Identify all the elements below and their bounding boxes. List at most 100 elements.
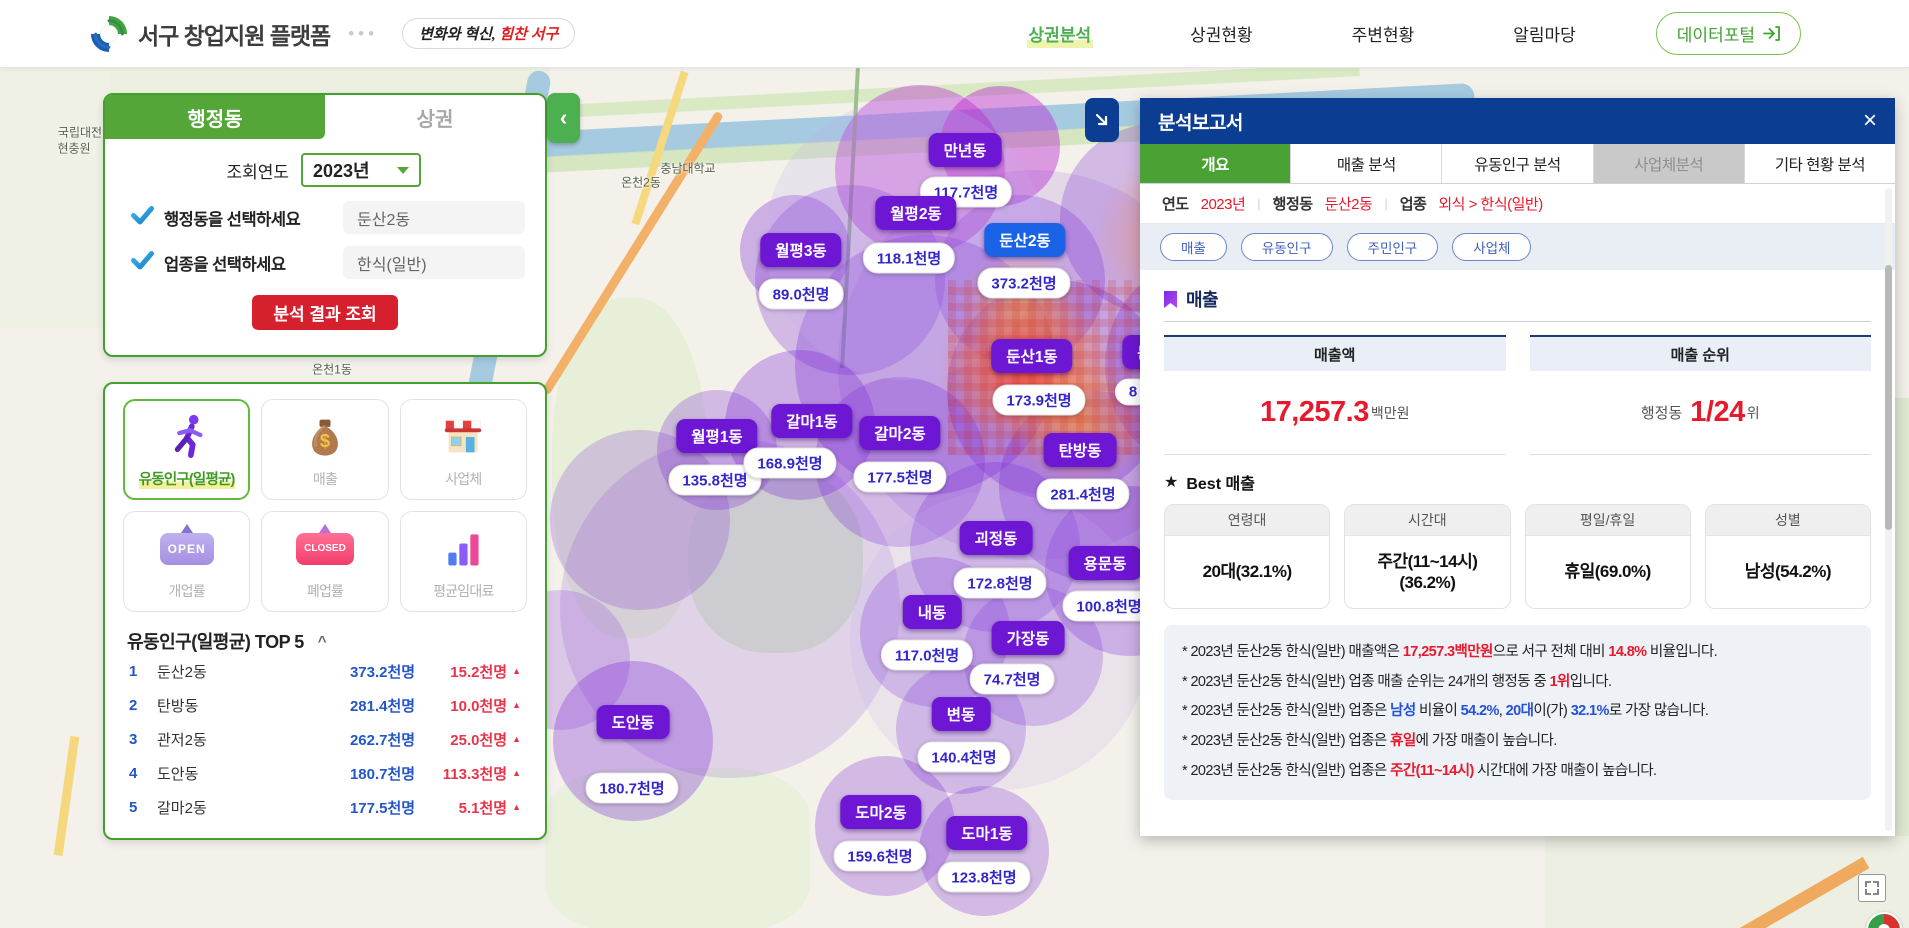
district-pill-둔산1동[interactable]: 둔산1동 [991,339,1073,373]
report-tab-개요[interactable]: 개요 [1140,144,1291,183]
top5-row[interactable]: 4 도안동 180.7천명 113.3천명 ▲ [123,756,527,790]
report-tab-기타 현황 분석[interactable]: 기타 현황 분석 [1743,144,1896,183]
chip-주민인구[interactable]: 주민인구 [1346,233,1439,261]
district-pill-내동[interactable]: 내동 [902,595,962,629]
report-tab-사업체분석: 사업체분석 [1592,144,1744,183]
metric-card-label: 유동인구(일평균) [138,468,235,489]
filter-select-0[interactable]: 둔산2동 [343,201,525,234]
best-card-header: 평일/휴일 [1525,505,1690,536]
report-tab-매출 분석[interactable]: 매출 분석 [1290,144,1442,183]
filter-tab-상권[interactable]: 상권 [325,95,545,139]
map-fullscreen-button[interactable] [1858,874,1886,902]
district-pill-월평2동[interactable]: 월평2동 [875,196,957,230]
chip-매출[interactable]: 매출 [1160,233,1227,261]
report-tab-유동인구 분석[interactable]: 유동인구 분석 [1441,144,1593,183]
person-running-icon [164,410,210,462]
logo-icon [90,15,128,52]
nav-item-알림마당[interactable]: 알림마당 [1513,26,1576,45]
top5-name: 갈마2동 [157,799,207,817]
metric-card-개업률[interactable]: OPEN 개업률 [123,511,251,612]
report-expand-button[interactable] [1085,98,1119,142]
metric-card-매출[interactable]: $ 매출 [261,399,389,500]
scrollbar-thumb[interactable] [1885,265,1892,530]
top5-name: 관저2동 [157,731,207,749]
top5-delta: 25.0천명 [450,731,508,749]
filter-label: 행정동을 선택하세요 [164,210,301,229]
triangle-up-icon: ▲ [512,734,521,744]
district-value-월평2동: 118.1천명 [862,242,956,274]
district-value-둔산2동: 373.2천명 [977,267,1071,299]
close-icon[interactable]: × [1862,107,1877,134]
district-value-내동: 117.0천명 [880,639,974,671]
money-bag-icon: $ [303,411,347,463]
expand-arrows-icon [1865,881,1879,895]
district-pill-도마1동[interactable]: 도마1동 [946,816,1028,850]
top5-row[interactable]: 3 관저2동 262.7천명 25.0천명 ▲ [123,722,527,756]
best-card-value: 휴일(69.0%) [1564,562,1651,582]
district-pill-탄방동[interactable]: 탄방동 [1043,433,1117,467]
metric-card-평균임대료[interactable]: 평균임대료 [399,511,527,612]
divider: | [1257,196,1261,211]
nav-item-상권분석[interactable]: 상권분석 [1026,19,1094,48]
district-value-월평3동: 89.0천명 [758,278,844,310]
nav-item-주변현황[interactable]: 주변현황 [1351,26,1415,45]
map-place-label: 온천2동 [621,175,661,190]
open-sign-icon: OPEN [159,532,214,565]
district-pill-월평1동[interactable]: 월평1동 [676,419,758,453]
district-pill-용문동[interactable]: 용문동 [1068,546,1142,580]
arrow-down-right-icon [1095,113,1108,126]
sales-rank-value: 행정동 1/24 위 [1529,371,1871,455]
district-pill-도마2동[interactable]: 도마2동 [840,795,922,829]
metric-card-label: 사업체 [445,470,482,487]
report-content: 매출 매출액 17,257.3 백만원 매출 순위 행정동 1/24 위 ★ [1140,270,1895,836]
top5-value: 180.7천명 [349,765,416,783]
district-pill-괴정동[interactable]: 괴정동 [959,521,1033,555]
star-icon: ★ [1164,474,1179,491]
top5-row[interactable]: 1 둔산2동 373.2천명 15.2천명 ▲ [123,654,527,688]
district-pill-변동[interactable]: 변동 [931,697,991,731]
chip-유동인구[interactable]: 유동인구 [1240,233,1333,261]
best-card-value: 남성(54.2%) [1744,562,1832,582]
map-road [53,735,80,857]
district-value-도안동: 180.7천명 [585,772,679,804]
filter-tab-행정동[interactable]: 행정동 [105,95,325,139]
metric-card-사업체[interactable]: 사업체 [399,399,527,500]
best-card-연령대: 연령대 20대(32.1%) [1164,504,1331,609]
report-footnotes: * 2023년 둔산2동 한식(일반) 매출액은 17,257.3백만원으로 서… [1164,625,1871,800]
year-select[interactable]: 2023년 [301,153,421,187]
district-pill-만년동[interactable]: 만년동 [928,133,1002,167]
top5-row[interactable]: 2 탄방동 281.4천명 10.0천명 ▲ [123,688,527,722]
top5-rank: 5 [129,798,138,816]
map-place-label: 국립대전 [57,125,103,140]
nav-item-상권현황[interactable]: 상권현황 [1190,26,1253,45]
meta-label: 업종 [1399,196,1427,213]
sales-table: 매출액 17,257.3 백만원 매출 순위 행정동 1/24 위 [1164,335,1871,455]
district-pill-도안동[interactable]: 도안동 [596,705,670,739]
district-pill-둔산2동[interactable]: 둔산2동 [984,223,1066,257]
top5-value: 177.5천명 [349,799,416,817]
district-pill-가장동[interactable]: 가장동 [991,621,1065,655]
filter-select-1[interactable]: 한식(일반) [343,246,525,279]
collapse-chevron-icon[interactable]: ^ [317,632,327,650]
panel-collapse-button[interactable]: ‹ [547,93,580,143]
data-portal-button[interactable]: 데이터포털 [1655,12,1801,55]
map-place-label: 현충원 [57,141,91,156]
chip-사업체[interactable]: 사업체 [1452,233,1532,261]
metric-card-폐업률[interactable]: CLOSED 폐업률 [261,511,389,612]
best-card-value: 주간(11~14시) (36.2%) [1377,551,1478,592]
footnote-line: * 2023년 둔산2동 한식(일반) 업종 매출 순위는 24개의 행정동 중… [1182,673,1612,690]
arrow-into-bracket-icon [1763,26,1780,41]
district-pill-월평3동[interactable]: 월평3동 [760,233,842,267]
analyze-button[interactable]: 분석 결과 조회 [252,295,398,330]
best-card-value: 20대(32.1%) [1202,562,1293,582]
triangle-up-icon: ▲ [512,700,521,710]
district-pill-갈마2동[interactable]: 갈마2동 [859,416,941,450]
report-meta: 연도 2023년 | 행정동 둔산2동 | 업종 외식 > 한식(일반) [1140,184,1895,224]
top5-row[interactable]: 5 갈마2동 177.5천명 5.1천명 ▲ [123,790,527,824]
map-green-area [0,68,110,328]
map-green-area [688,468,863,653]
logo[interactable]: 서구 창업지원 플랫폼 ••• 변화와 혁신, 힘찬 서구 [90,15,576,53]
metric-card-유동인구(일평균)[interactable]: 유동인구(일평균) [123,399,251,500]
district-pill-갈마1동[interactable]: 갈마1동 [771,404,853,438]
district-value-도마2동: 159.6천명 [833,840,927,872]
